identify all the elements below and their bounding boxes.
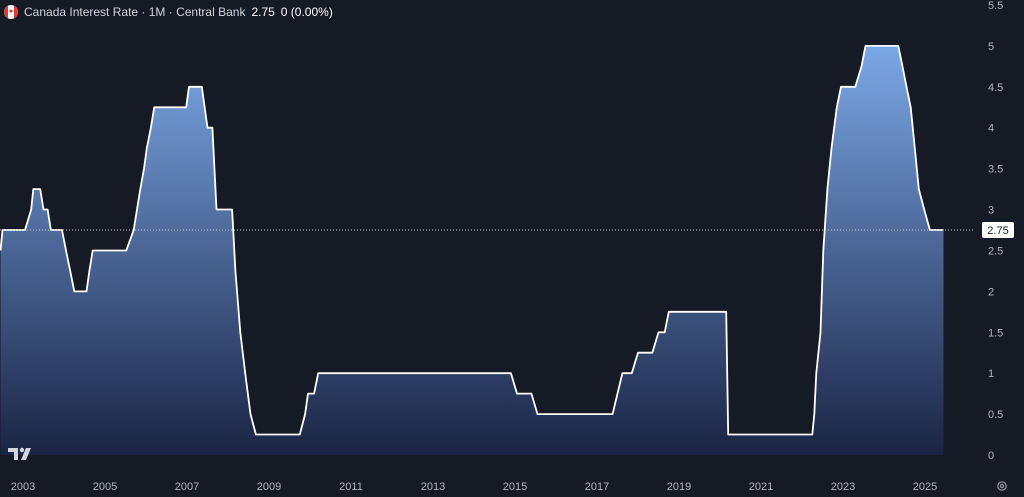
canada-flag-icon: ✦ bbox=[4, 5, 18, 19]
y-tick-label: 0.5 bbox=[988, 409, 1003, 421]
y-tick-label: 0 bbox=[988, 450, 994, 462]
last-value-label: 2.75 bbox=[987, 225, 1008, 237]
chart-legend-header: ✦ Canada Interest Rate · 1M · Central Ba… bbox=[4, 4, 333, 20]
value-change: 0 (0.00%) bbox=[280, 5, 333, 19]
x-tick-label: 2017 bbox=[585, 481, 609, 493]
last-value-tag bbox=[982, 222, 1014, 238]
y-tick-label: 5.5 bbox=[988, 0, 1003, 12]
gear-icon[interactable] bbox=[996, 480, 1008, 492]
series-line-0 bbox=[0, 45, 944, 436]
y-tick-label: 2.5 bbox=[988, 245, 1003, 257]
y-tick-label: 3 bbox=[988, 205, 994, 217]
y-tick-label: 1.5 bbox=[988, 327, 1003, 339]
y-tick-label: 2 bbox=[988, 286, 994, 298]
y-tick-label: 5 bbox=[988, 41, 994, 53]
x-tick-label: 2013 bbox=[421, 481, 445, 493]
x-tick-label: 2003 bbox=[11, 481, 35, 493]
x-tick-label: 2015 bbox=[503, 481, 527, 493]
tradingview-logo-icon[interactable] bbox=[8, 446, 36, 462]
y-tick-label: 4 bbox=[988, 123, 994, 135]
x-tick-label: 2007 bbox=[175, 481, 199, 493]
y-tick-label: 4.5 bbox=[988, 82, 1003, 94]
x-tick-label: 2023 bbox=[831, 481, 855, 493]
last-value-line: 2.75 bbox=[0, 222, 1014, 238]
plot-area bbox=[0, 45, 944, 456]
x-tick-label: 2009 bbox=[257, 481, 281, 493]
x-tick-label: 2025 bbox=[913, 481, 937, 493]
current-value: 2.75 bbox=[251, 5, 275, 19]
y-axis[interactable]: 0 0.5 1 1.5 2 2.5 3 3.5 4 4.5 5 5.5 bbox=[988, 0, 1003, 462]
y-tick-label: 3.5 bbox=[988, 164, 1003, 176]
series-area-0 bbox=[0, 45, 944, 456]
y-tick-label: 1 bbox=[988, 368, 994, 380]
x-tick-label: 2005 bbox=[93, 481, 117, 493]
x-axis[interactable]: 2003 2005 2007 2009 2011 2013 2015 2017 2019 2021… bbox=[11, 481, 937, 493]
x-tick-label: 2021 bbox=[749, 481, 773, 493]
x-tick-label: 2019 bbox=[667, 481, 691, 493]
chart-title: Canada Interest Rate · 1M · Central Bank bbox=[24, 5, 246, 19]
x-tick-label: 2011 bbox=[339, 481, 363, 493]
